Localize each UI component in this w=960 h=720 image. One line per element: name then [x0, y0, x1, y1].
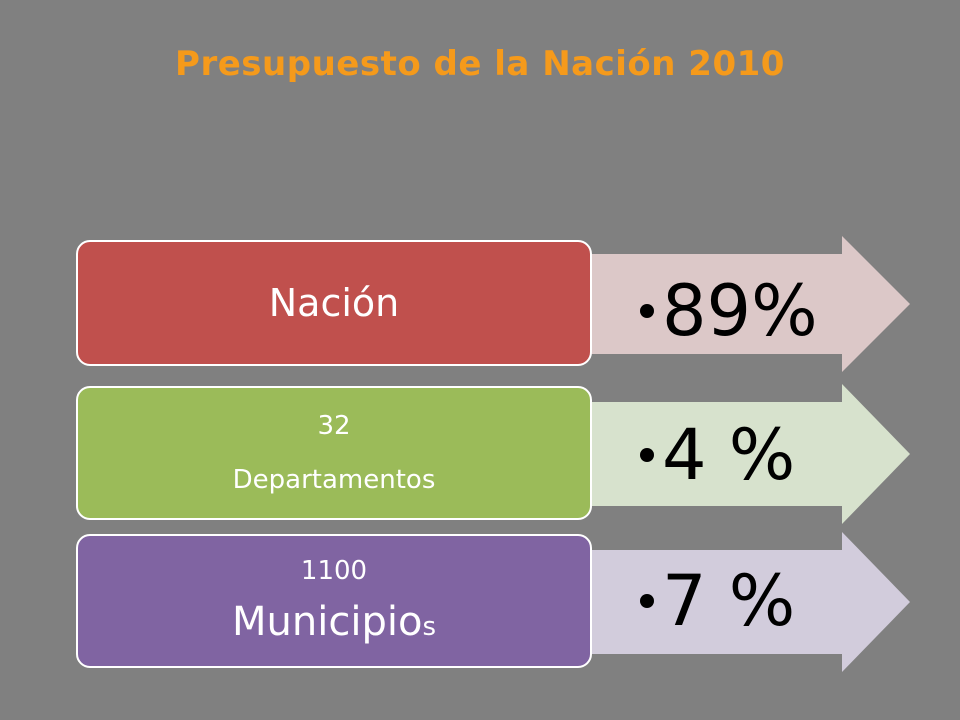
- value-municipios: 7 %: [640, 556, 840, 646]
- value-text-municipios: 7 %: [662, 560, 796, 642]
- arrow-shape-departamentos: [520, 384, 910, 524]
- arrow-svg-municipios: [520, 532, 910, 672]
- arrow-shape-nacion: [520, 236, 910, 372]
- box-nacion: Nación: [76, 240, 592, 366]
- arrow-svg-departamentos: [520, 384, 910, 524]
- box-label-municipios-suffix: s: [422, 611, 436, 642]
- value-nacion: 89%: [640, 266, 840, 356]
- arrow-svg-nacion: [520, 236, 910, 372]
- box-municipios: 1100 Municipios: [76, 534, 592, 668]
- value-text-departamentos: 4 %: [662, 414, 796, 496]
- box-label-municipios: Municipios: [232, 599, 436, 650]
- slide-title: Presupuesto de la Nación 2010: [175, 44, 785, 84]
- box-label-departamentos-count: 32: [317, 411, 351, 441]
- bullet-icon: [640, 304, 654, 318]
- box-label-municipios-main: Municipio: [232, 598, 423, 645]
- bullet-icon: [640, 594, 654, 608]
- box-label-departamentos: Departamentos: [232, 465, 436, 495]
- box-departamentos: 32 Departamentos: [76, 386, 592, 520]
- bullet-icon: [640, 448, 654, 462]
- box-label-municipios-count: 1100: [300, 555, 368, 586]
- value-text-nacion: 89%: [662, 270, 818, 352]
- box-label-nacion: Nación: [268, 281, 400, 325]
- arrow-shape-municipios: [520, 532, 910, 672]
- value-departamentos: 4 %: [640, 410, 840, 500]
